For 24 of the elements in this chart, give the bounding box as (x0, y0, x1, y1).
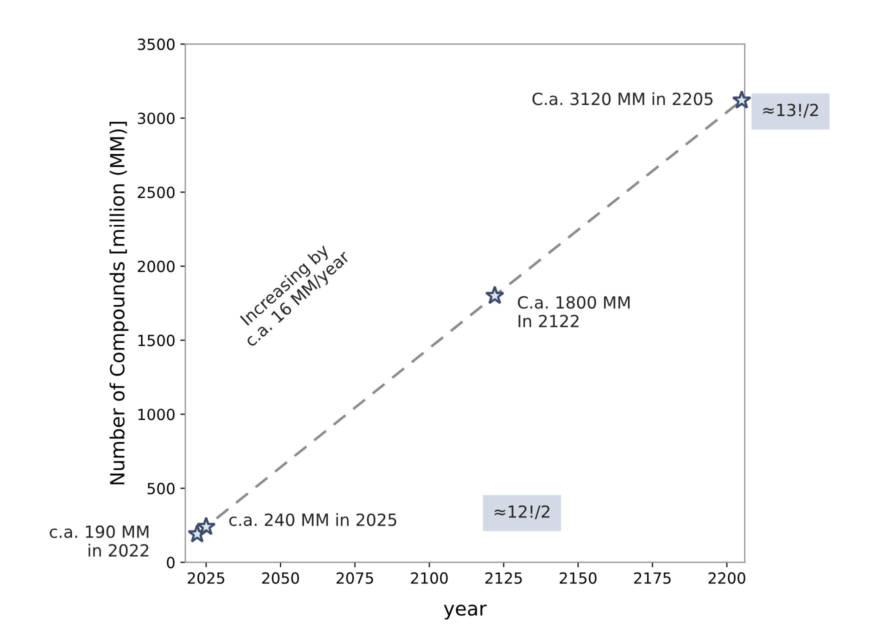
x-tick-label: 2050 (262, 572, 299, 584)
x-tick-label: 2200 (708, 572, 746, 584)
x-tick-label: 2100 (410, 572, 448, 584)
y-tick-label: 500 (148, 482, 175, 494)
y-tick-label: 2500 (138, 186, 175, 198)
annotation: C.a. 1800 MM In 2122 (518, 296, 630, 328)
y-tick-label: 3000 (138, 112, 175, 124)
annotation: C.a. 3120 MM in 2205 (532, 92, 713, 106)
y-tick-label: 1500 (138, 334, 175, 346)
y-tick-label: 2000 (138, 260, 175, 272)
x-tick-label: 2025 (188, 572, 224, 584)
y-tick-label: 0 (166, 556, 175, 568)
x-tick-label: 2125 (485, 572, 522, 584)
x-tick-label: 2175 (634, 572, 671, 584)
x-axis-title: year (444, 604, 487, 620)
x-tick-label: 2150 (560, 572, 597, 584)
y-tick-label: 1000 (138, 408, 175, 420)
annotation: ≈12!/2 (494, 505, 550, 520)
x-tick-label: 2075 (336, 572, 374, 584)
annotation: c.a. 240 MM in 2025 (229, 513, 396, 526)
y-tick-label: 3500 (138, 38, 175, 50)
y-axis-title: Number of Compounds [million (MM)] (110, 122, 128, 484)
annotation: c.a. 190 MM in 2022 (50, 525, 148, 557)
text: ≈13!/2 (763, 104, 818, 118)
